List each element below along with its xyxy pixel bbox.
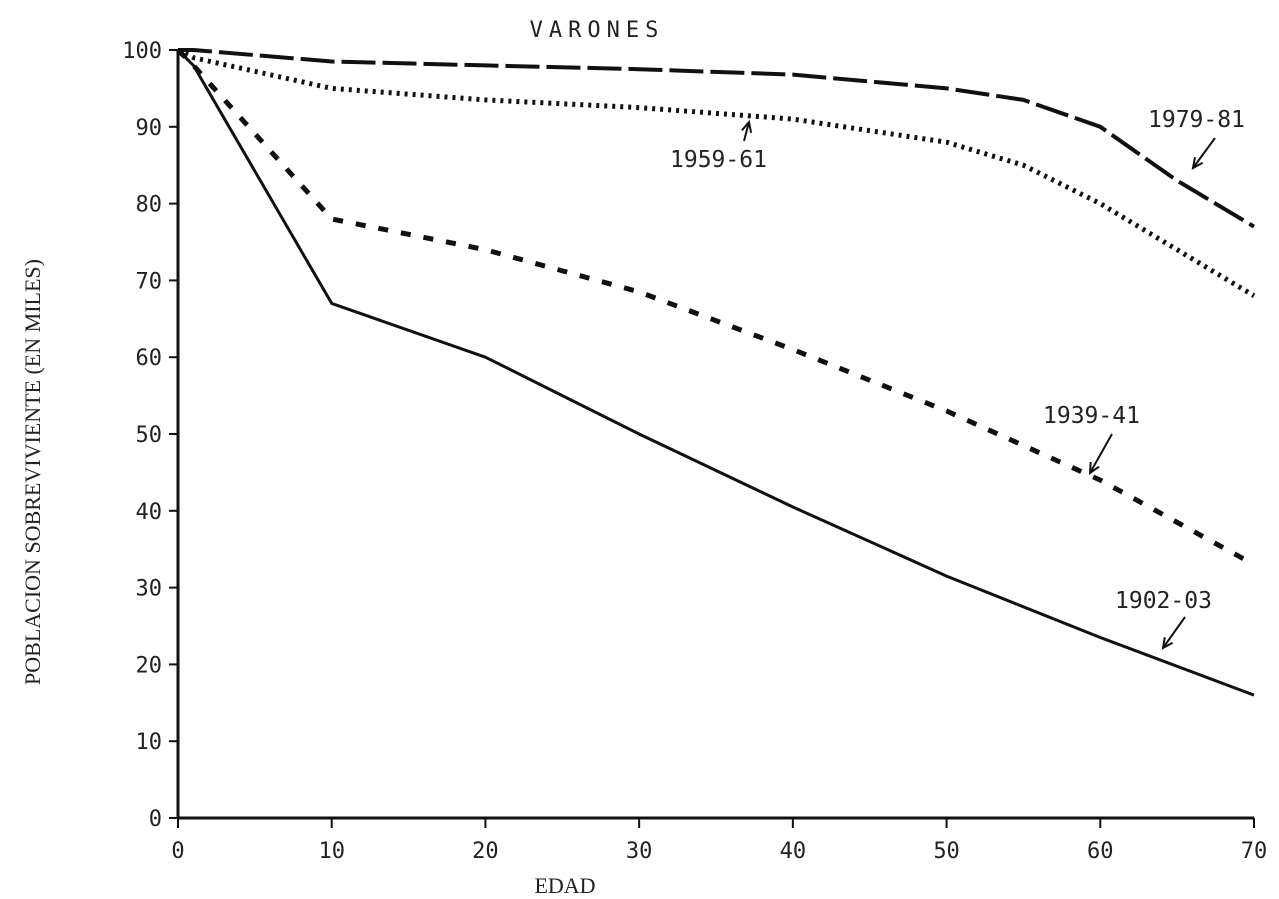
arrow-head-1959-61 [741,119,753,133]
y-tick-label: 90 [136,116,163,141]
arrow-shaft-1959-61 [743,121,750,142]
y-axis-title: POBLACION SOBREVIVIENTE (EN MILES) [20,259,45,685]
series-line-1979-81 [178,48,1256,229]
chart-title: VARONES [530,18,665,43]
series-layer [176,47,1256,697]
arrow-shaft-1939-41 [1089,433,1113,474]
x-tick-label: 60 [1087,839,1114,864]
arrow-shaft-1902-03 [1162,616,1186,649]
y-tick-label: 100 [122,39,162,64]
arrow-head-1939-41 [1088,461,1100,476]
y-tick-label: 60 [136,346,163,371]
x-axis-title: EDAD [534,873,595,898]
axes: 0 10 20 30 40 50 60 70 0 10 20 30 40 50 60 70 80 90 100 [122,39,1267,864]
series-line-1902-03 [176,48,1255,697]
x-tick-label: 30 [626,839,653,864]
series-label-1959-61: 1959-61 [670,147,767,173]
x-tick-label: 40 [780,839,807,864]
y-tick-label: 80 [136,193,163,218]
arrow-shaft-1979-81 [1192,137,1216,169]
x-tick-label: 20 [472,839,499,864]
arrow-head-1979-81 [1191,157,1204,170]
y-tick-label: 70 [136,269,163,294]
series-label-1902-03: 1902-03 [1115,588,1212,614]
y-tick-label: 50 [136,423,163,448]
x-tick-label: 70 [1241,839,1268,864]
y-tick-label: 0 [149,807,162,832]
series-line-1939-41 [176,48,1256,567]
y-tick-label: 20 [136,653,163,678]
series-label-1939-41: 1939-41 [1043,403,1140,429]
arrow-head-1902-03 [1161,637,1174,650]
x-tick-label: 0 [171,839,184,864]
y-tick-label: 10 [136,730,163,755]
x-tick-label: 10 [318,839,345,864]
x-tick-label: 50 [933,839,960,864]
annotation-layer: 1979-81 1959-61 1939-41 1902-03 [670,107,1245,650]
series-label-1979-81: 1979-81 [1148,107,1245,133]
y-tick-label: 40 [136,500,163,525]
y-tick-label: 30 [136,577,163,602]
